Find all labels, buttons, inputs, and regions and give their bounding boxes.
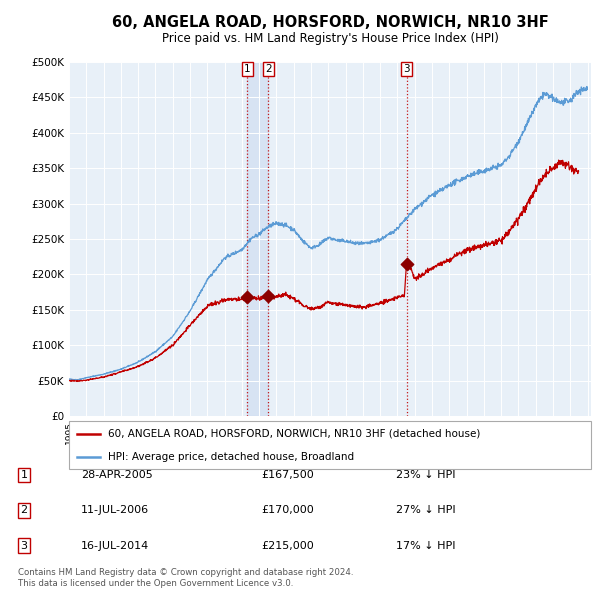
Text: HPI: Average price, detached house, Broadland: HPI: Average price, detached house, Broa… xyxy=(108,452,354,462)
Point xyxy=(242,293,252,302)
Text: £167,500: £167,500 xyxy=(261,470,314,480)
Text: 16-JUL-2014: 16-JUL-2014 xyxy=(81,541,149,550)
Point xyxy=(402,259,412,268)
Text: 1: 1 xyxy=(244,64,251,74)
Text: £170,000: £170,000 xyxy=(261,506,314,515)
Bar xyxy=(247,62,268,416)
Text: 60, ANGELA ROAD, HORSFORD, NORWICH, NR10 3HF: 60, ANGELA ROAD, HORSFORD, NORWICH, NR10… xyxy=(112,15,548,30)
Text: This data is licensed under the Open Government Licence v3.0.: This data is licensed under the Open Gov… xyxy=(18,579,293,588)
Text: 28-APR-2005: 28-APR-2005 xyxy=(81,470,153,480)
Text: 3: 3 xyxy=(20,541,28,550)
Text: 2: 2 xyxy=(20,506,28,515)
FancyBboxPatch shape xyxy=(69,421,591,469)
Text: Price paid vs. HM Land Registry's House Price Index (HPI): Price paid vs. HM Land Registry's House … xyxy=(161,32,499,45)
Text: 27% ↓ HPI: 27% ↓ HPI xyxy=(396,506,455,515)
Text: 17% ↓ HPI: 17% ↓ HPI xyxy=(396,541,455,550)
Text: 2: 2 xyxy=(265,64,272,74)
Text: 3: 3 xyxy=(403,64,410,74)
Point xyxy=(263,291,273,300)
Text: £215,000: £215,000 xyxy=(261,541,314,550)
Text: 60, ANGELA ROAD, HORSFORD, NORWICH, NR10 3HF (detached house): 60, ANGELA ROAD, HORSFORD, NORWICH, NR10… xyxy=(108,429,481,439)
Text: 1: 1 xyxy=(20,470,28,480)
Text: Contains HM Land Registry data © Crown copyright and database right 2024.: Contains HM Land Registry data © Crown c… xyxy=(18,568,353,577)
Text: 23% ↓ HPI: 23% ↓ HPI xyxy=(396,470,455,480)
Text: 11-JUL-2006: 11-JUL-2006 xyxy=(81,506,149,515)
